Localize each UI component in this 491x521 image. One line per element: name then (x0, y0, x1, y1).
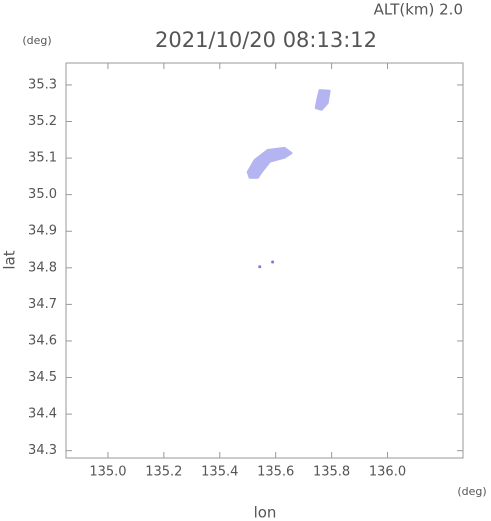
x-tick-label: 136.0 (369, 465, 406, 480)
x-tick-label: 135.8 (313, 465, 350, 480)
echo-point (258, 265, 262, 269)
y-tick-label: 34.5 (28, 370, 57, 385)
y-tick-label: 34.8 (28, 260, 57, 275)
altitude-label: ALT(km) 2.0 (374, 1, 463, 19)
echo-point (271, 260, 275, 264)
y-tick-label: 34.3 (28, 443, 57, 458)
echo-area (314, 89, 331, 111)
x-tick-label: 135.4 (201, 465, 238, 480)
echo-area (246, 146, 293, 179)
y-tick-label: 34.7 (28, 297, 57, 312)
y-tick-label: 35.0 (28, 187, 57, 202)
y-axis-label: lat (1, 250, 19, 269)
y-tick-label: 35.3 (28, 77, 57, 92)
x-tick-label: 135.0 (89, 465, 126, 480)
x-tick-label: 135.2 (145, 465, 182, 480)
x-tick-label: 135.6 (257, 465, 294, 480)
y-tick-label: 34.9 (28, 224, 57, 239)
y-tick-label: 35.1 (28, 151, 57, 166)
x-unit: (deg) (457, 485, 486, 498)
x-axis-label: lon (254, 504, 277, 521)
y-tick-label: 35.2 (28, 114, 57, 129)
y-tick-label: 34.4 (28, 407, 57, 422)
y-tick-label: 34.6 (28, 333, 57, 348)
y-unit: (deg) (22, 34, 51, 47)
plot-frame (65, 62, 464, 459)
chart-title: 2021/10/20 08:13:12 (155, 28, 377, 52)
